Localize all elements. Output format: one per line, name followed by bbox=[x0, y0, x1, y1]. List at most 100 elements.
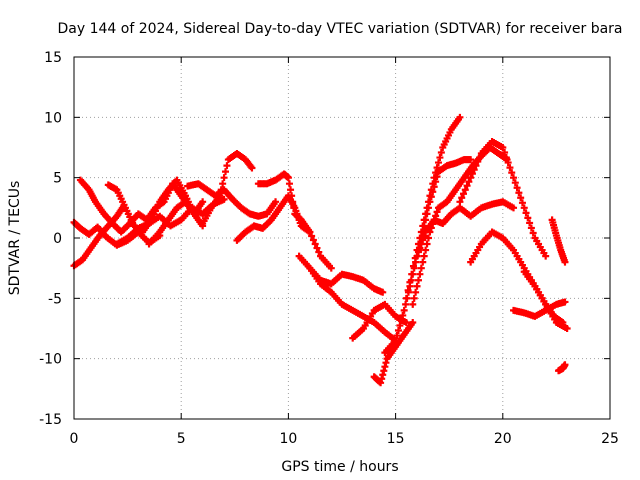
data-point bbox=[524, 214, 532, 222]
data-point bbox=[472, 162, 480, 170]
data-point bbox=[220, 195, 228, 203]
x-tick-label: 0 bbox=[70, 431, 79, 447]
data-point bbox=[290, 204, 298, 212]
series-arc-12 bbox=[306, 264, 400, 345]
data-point bbox=[400, 306, 408, 314]
data-point bbox=[502, 154, 510, 162]
data-point bbox=[433, 208, 441, 216]
data-point bbox=[468, 170, 476, 178]
data-point bbox=[308, 232, 316, 240]
data-point bbox=[412, 288, 420, 296]
data-point bbox=[465, 178, 473, 186]
data-point bbox=[467, 156, 475, 164]
data-point bbox=[456, 198, 464, 206]
data-point bbox=[420, 252, 428, 260]
data-point bbox=[402, 294, 410, 302]
data-point bbox=[409, 262, 417, 270]
data-point bbox=[406, 278, 414, 286]
data-point bbox=[529, 229, 537, 237]
series-arc-18 bbox=[413, 198, 518, 260]
data-point bbox=[470, 166, 478, 174]
data-point bbox=[467, 174, 475, 182]
data-point bbox=[520, 204, 528, 212]
data-point bbox=[394, 327, 402, 335]
x-tick-label: 10 bbox=[279, 431, 297, 447]
series-arc-7 bbox=[199, 150, 256, 228]
data-points bbox=[70, 113, 571, 387]
series-arc-24 bbox=[555, 361, 569, 375]
y-axis-label: SDTVAR / TECUs bbox=[7, 181, 23, 296]
data-point bbox=[408, 270, 416, 278]
data-point bbox=[219, 180, 227, 188]
x-tick-label: 15 bbox=[387, 431, 405, 447]
data-point bbox=[426, 192, 434, 200]
series-arc-19 bbox=[456, 137, 550, 260]
data-point bbox=[315, 248, 323, 256]
data-point bbox=[510, 204, 518, 212]
data-point bbox=[526, 219, 534, 227]
x-axis-label: GPS time / hours bbox=[281, 459, 398, 475]
x-tick-label: 25 bbox=[601, 431, 619, 447]
y-tick-label: 5 bbox=[53, 171, 62, 187]
data-point bbox=[434, 159, 442, 167]
series-arc-10 bbox=[254, 170, 335, 272]
data-point bbox=[527, 224, 535, 232]
data-point bbox=[461, 186, 469, 194]
data-point bbox=[474, 158, 482, 166]
data-point bbox=[542, 252, 550, 260]
data-point bbox=[402, 300, 410, 308]
data-point bbox=[311, 240, 319, 248]
data-point bbox=[393, 332, 401, 340]
data-point bbox=[223, 162, 231, 170]
data-point bbox=[416, 270, 424, 278]
data-point bbox=[414, 248, 422, 256]
x-tick-label: 20 bbox=[494, 431, 512, 447]
data-point bbox=[518, 199, 526, 207]
data-point bbox=[504, 159, 512, 167]
data-point bbox=[402, 318, 410, 326]
data-point bbox=[437, 149, 445, 157]
axis-ticks: 0 5 10 15 20 25 -15 -10 -5 0 5 10 15 bbox=[39, 50, 619, 447]
data-point bbox=[432, 169, 440, 177]
data-point bbox=[248, 164, 256, 172]
y-tick-label: -5 bbox=[48, 291, 62, 307]
data-point bbox=[511, 179, 519, 187]
y-tick-label: 15 bbox=[44, 50, 62, 66]
data-point bbox=[285, 180, 293, 188]
series-arc-16 bbox=[402, 113, 464, 302]
series-arc-8 bbox=[184, 180, 280, 220]
data-point bbox=[284, 174, 292, 182]
data-point bbox=[559, 318, 567, 326]
data-point bbox=[463, 182, 471, 190]
data-point bbox=[561, 298, 569, 306]
y-tick-label: -10 bbox=[39, 352, 62, 368]
data-point bbox=[510, 174, 518, 182]
data-point bbox=[199, 198, 207, 206]
x-tick-label: 5 bbox=[177, 431, 186, 447]
data-point bbox=[423, 204, 431, 212]
series-arc-6 bbox=[145, 198, 207, 248]
data-point bbox=[430, 174, 438, 182]
data-point bbox=[429, 180, 437, 188]
data-point bbox=[222, 168, 230, 176]
data-point bbox=[420, 232, 428, 240]
data-point bbox=[458, 194, 466, 202]
data-point bbox=[420, 216, 428, 224]
data-point bbox=[306, 228, 314, 236]
chart-title: Day 144 of 2024, Sidereal Day-to-day VTE… bbox=[57, 21, 622, 37]
data-point bbox=[417, 264, 425, 272]
data-point bbox=[436, 154, 444, 162]
data-point bbox=[392, 337, 400, 345]
data-point bbox=[424, 198, 432, 206]
data-point bbox=[561, 361, 569, 369]
data-point bbox=[424, 234, 432, 242]
data-point bbox=[515, 189, 523, 197]
data-point bbox=[427, 186, 435, 194]
data-point bbox=[396, 321, 404, 329]
data-point bbox=[499, 144, 507, 151]
data-point bbox=[506, 164, 514, 172]
data-point bbox=[397, 316, 405, 324]
data-point bbox=[522, 209, 530, 217]
data-point bbox=[476, 154, 484, 162]
